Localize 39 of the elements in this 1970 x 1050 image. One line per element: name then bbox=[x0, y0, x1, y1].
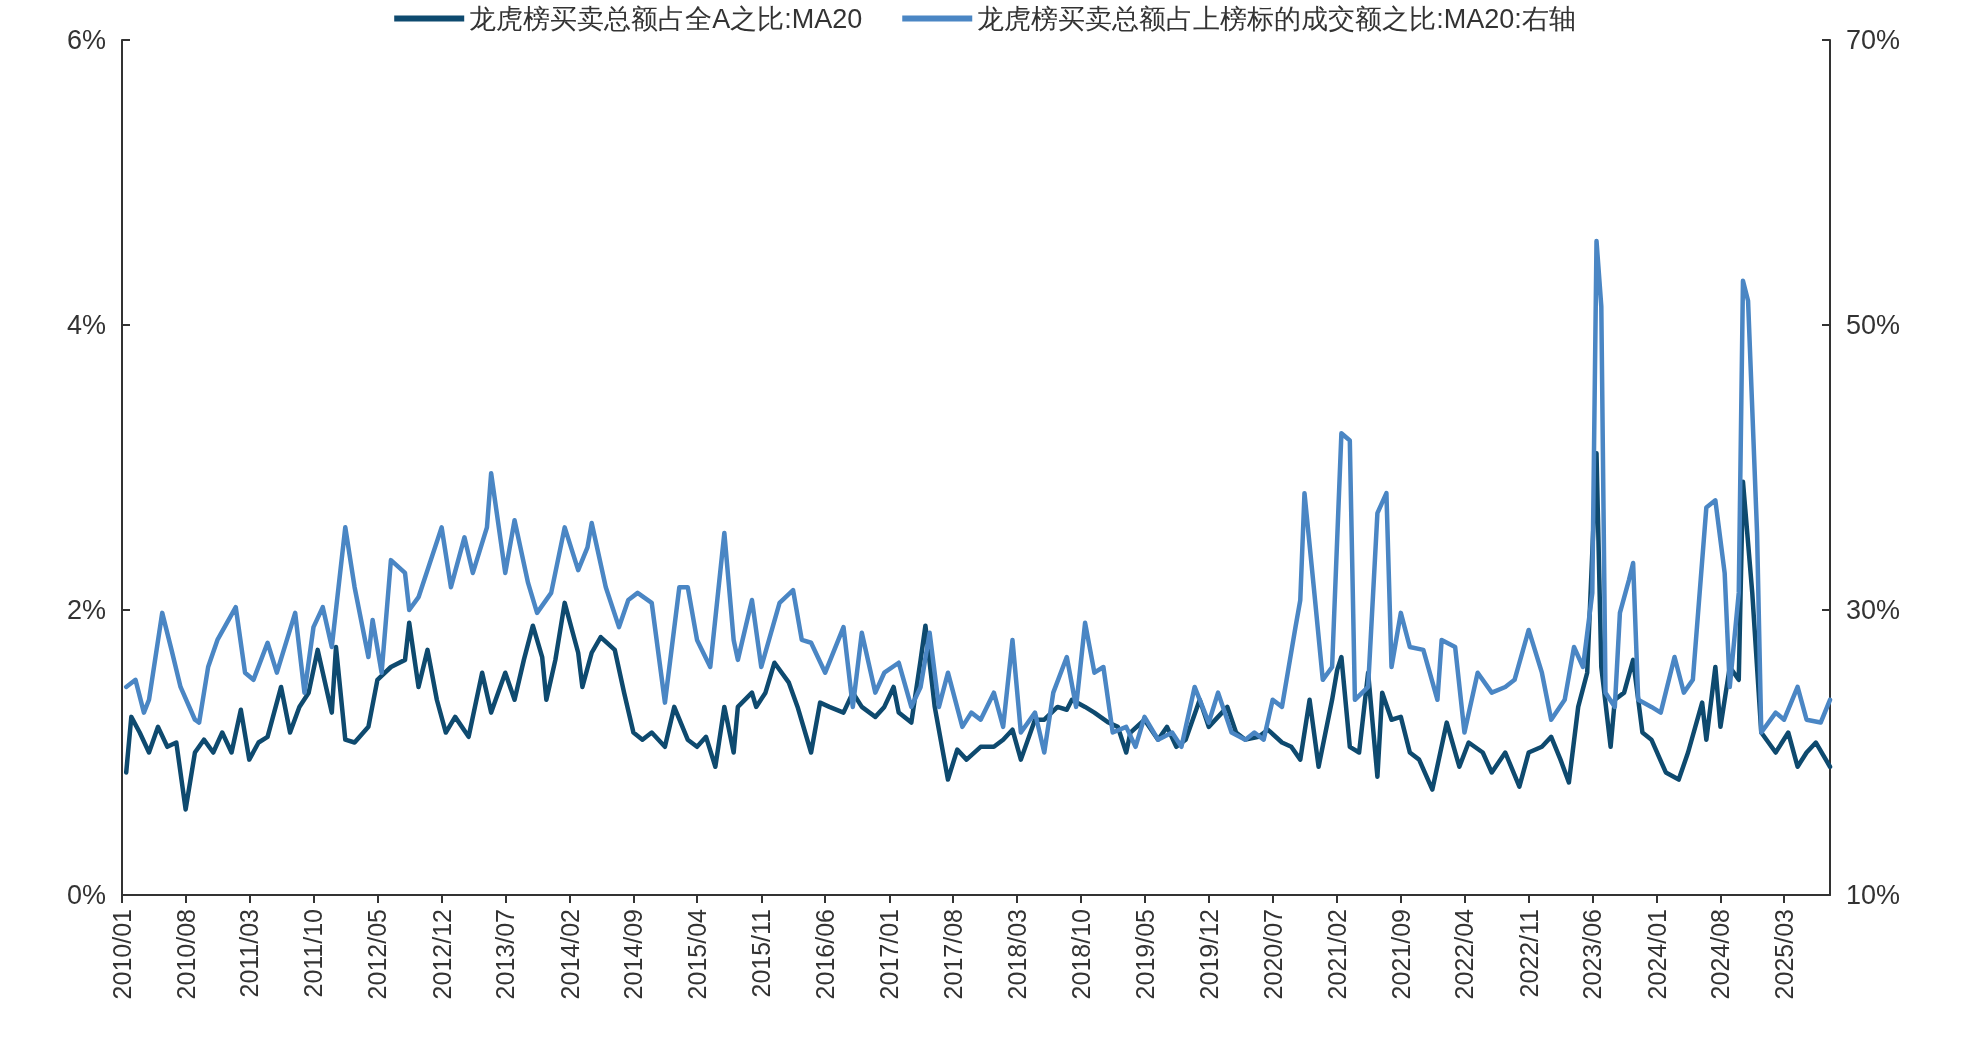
x-tick-label: 2019/05 bbox=[1130, 909, 1159, 1000]
x-tick-label: 2019/12 bbox=[1194, 909, 1223, 1000]
x-tick-label: 2016/06 bbox=[811, 909, 840, 1000]
x-tick-label: 2010/08 bbox=[171, 909, 200, 1000]
y-tick-label: 0% bbox=[66, 880, 106, 910]
legend-label: 龙虎榜买卖总额占全A之比:MA20 bbox=[469, 3, 863, 34]
x-tick-label: 2013/07 bbox=[491, 909, 520, 1000]
x-tick-label: 2017/01 bbox=[875, 909, 904, 1000]
x-tick-label: 2015/11 bbox=[747, 909, 776, 998]
x-tick-label: 2012/05 bbox=[363, 909, 392, 1000]
x-tick-label: 2022/04 bbox=[1450, 908, 1479, 1000]
x-tick-label: 2021/09 bbox=[1386, 909, 1415, 1000]
legend-label: 龙虎榜买卖总额占上榜标的成交额之比:MA20:右轴 bbox=[977, 3, 1576, 34]
x-tick-label: 2010/01 bbox=[108, 909, 136, 1000]
y2-tick-label: 30% bbox=[1846, 595, 1901, 625]
x-tick-label: 2024/01 bbox=[1642, 909, 1671, 1000]
x-tick-label: 2017/08 bbox=[939, 909, 968, 1000]
x-tick-label: 2011/10 bbox=[299, 909, 328, 998]
x-tick-label: 2021/02 bbox=[1323, 909, 1352, 1000]
y2-tick-label: 70% bbox=[1846, 25, 1901, 55]
x-tick-label: 2012/12 bbox=[427, 909, 456, 1000]
x-tick-label: 2014/09 bbox=[619, 909, 648, 1000]
y2-tick-label: 50% bbox=[1846, 310, 1901, 340]
line-series bbox=[123, 238, 1833, 755]
x-tick-label: 2014/02 bbox=[555, 909, 584, 1000]
x-tick-label: 2015/04 bbox=[683, 908, 712, 1000]
y2-tick-label: 10% bbox=[1846, 880, 1901, 910]
line-series bbox=[123, 451, 1833, 812]
x-tick-label: 2022/11 bbox=[1514, 909, 1543, 998]
x-tick-label: 2023/06 bbox=[1578, 909, 1607, 1000]
y-tick-label: 4% bbox=[66, 310, 106, 340]
x-tick-label: 2018/03 bbox=[1002, 909, 1031, 1000]
y-tick-label: 6% bbox=[66, 25, 106, 55]
x-tick-label: 2018/10 bbox=[1066, 909, 1095, 1000]
x-tick-label: 2020/07 bbox=[1258, 909, 1287, 1000]
x-tick-label: 2025/03 bbox=[1770, 909, 1799, 1000]
x-tick-label: 2024/08 bbox=[1706, 909, 1735, 1000]
x-tick-label: 2011/03 bbox=[235, 909, 264, 998]
y-tick-label: 2% bbox=[66, 595, 106, 625]
